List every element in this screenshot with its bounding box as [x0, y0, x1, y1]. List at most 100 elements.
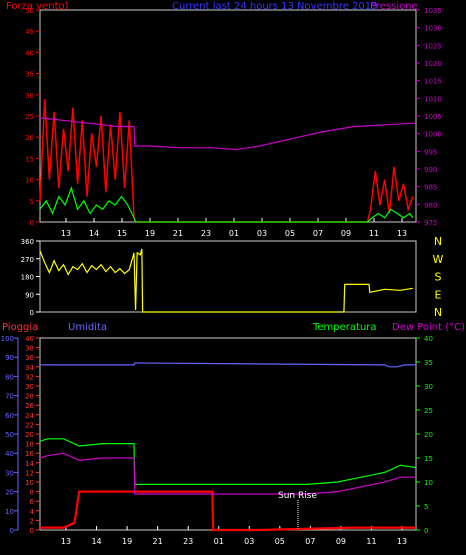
compass-label: W [433, 253, 444, 266]
temp-tick-label: 20 [424, 431, 433, 439]
wind-tick-label: 25 [25, 113, 34, 121]
wind-tick-label: 45 [25, 28, 34, 36]
rain-tick-label: 24 [25, 412, 34, 420]
pressure-tick-label: 1010 [424, 95, 442, 103]
x-tick-label: 15 [117, 229, 127, 238]
wind-direction-line [39, 248, 413, 313]
rain-line [40, 490, 416, 532]
dewpoint-header: Dew Point (°C) [392, 322, 465, 333]
wind-tick-label: 10 [25, 177, 34, 185]
sunrise-label: Sun Rise [278, 491, 317, 501]
rain-tick-label: 18 [25, 441, 34, 449]
rain-tick-label: 26 [25, 402, 34, 410]
wind-tick-label: 50 [25, 7, 34, 15]
humidity-line [40, 362, 416, 368]
rain-tick-label: 4 [30, 508, 35, 516]
dir-tick-label: 360 [21, 238, 34, 246]
dir-tick-label: 270 [21, 256, 34, 264]
dewpoint-line [39, 452, 416, 495]
x-tick-label: 09 [341, 229, 351, 238]
pressure-tick-label: 1020 [424, 60, 442, 68]
temp-tick-label: 25 [424, 407, 433, 415]
pressure-tick-label: 975 [424, 219, 437, 227]
rain-tick-label: 28 [25, 393, 34, 401]
compass-label: N [434, 235, 442, 248]
x-tick-label: 13 [61, 229, 71, 238]
rain-header: Pioggia [2, 322, 38, 333]
pressure-tick-label: 1035 [424, 7, 442, 15]
wind-pressure-frame [39, 9, 417, 223]
rain-tick-label: 38 [25, 345, 34, 353]
x-tick-label: 19 [122, 537, 132, 546]
x-tick-label: 03 [257, 229, 267, 238]
rain-tick-label: 20 [25, 431, 34, 439]
humidity-header: Umidita [68, 322, 107, 333]
pressure-tick-label: 1015 [424, 78, 442, 86]
x-tick-label: 13 [397, 537, 407, 546]
rain-tick-label: 34 [25, 364, 34, 372]
wind-tick-label: 30 [25, 92, 34, 100]
wind-pressure-plot: 0510152025303540455097598098599099510001… [25, 7, 442, 238]
x-tick-label: 23 [183, 537, 193, 546]
hum-tick-label: 10 [5, 508, 14, 516]
pressure-tick-label: 1005 [424, 113, 442, 121]
wind-tick-label: 5 [30, 198, 34, 206]
x-tick-label: 13 [61, 537, 71, 546]
rain-tick-label: 16 [25, 450, 34, 458]
hum-tick-label: 70 [5, 393, 14, 401]
x-tick-label: 09 [336, 537, 346, 546]
x-tick-label: 14 [89, 229, 99, 238]
x-tick-label: 14 [91, 537, 101, 546]
temp-tick-label: 40 [424, 335, 433, 343]
temp-tick-label: 10 [424, 479, 433, 487]
x-tick-label: 01 [229, 229, 239, 238]
dir-tick-label: 90 [25, 291, 34, 299]
wind-tick-label: 20 [25, 134, 34, 142]
wind-speed-line [39, 98, 414, 223]
pressure-tick-label: 1025 [424, 42, 442, 50]
compass-label: E [435, 288, 442, 301]
x-tick-label: 21 [173, 229, 183, 238]
x-tick-label: 01 [214, 537, 224, 546]
x-tick-label: 11 [369, 229, 379, 238]
hum-tick-label: 0 [10, 527, 14, 535]
x-tick-label: 07 [305, 537, 315, 546]
x-tick-label: 21 [153, 537, 163, 546]
temp-tick-label: 0 [424, 527, 428, 535]
rain-tick-label: 32 [25, 373, 34, 381]
rain-tick-label: 10 [25, 479, 34, 487]
x-tick-label: 03 [244, 537, 254, 546]
x-tick-label: 13 [397, 229, 407, 238]
compass-label: N [434, 306, 442, 319]
dir-tick-label: 180 [21, 274, 34, 282]
hum-tick-label: 20 [5, 489, 14, 497]
temp-tick-label: 35 [424, 359, 433, 367]
pressure-tick-label: 995 [424, 148, 437, 156]
pressure-tick-label: 1030 [424, 25, 442, 33]
rain-tick-label: 12 [25, 469, 34, 477]
rain-tick-label: 8 [30, 489, 34, 497]
dir-tick-label: 0 [30, 309, 34, 317]
rain-tick-label: 40 [25, 335, 34, 343]
temp-tick-label: 30 [424, 383, 433, 391]
temp-tick-label: 5 [424, 503, 428, 511]
hum-tick-label: 40 [5, 450, 14, 458]
temp-hum-frame [39, 337, 417, 531]
wind-tick-label: 35 [25, 71, 34, 79]
pressure-tick-label: 990 [424, 166, 437, 174]
pressure-tick-label: 985 [424, 184, 437, 192]
x-tick-label: 19 [145, 229, 155, 238]
compass-label: S [435, 271, 442, 284]
wind-gust-line [39, 186, 414, 223]
rain-tick-label: 0 [30, 527, 34, 535]
rain-tick-label: 22 [25, 421, 34, 429]
rain-tick-label: 6 [30, 498, 35, 506]
hum-tick-label: 30 [5, 469, 14, 477]
temperature-header: Temperatura [312, 322, 377, 333]
x-tick-label: 05 [285, 229, 295, 238]
x-tick-label: 11 [366, 537, 376, 546]
rain-tick-label: 30 [25, 383, 34, 391]
wind-tick-label: 15 [25, 155, 34, 163]
x-tick-label: 05 [275, 537, 285, 546]
